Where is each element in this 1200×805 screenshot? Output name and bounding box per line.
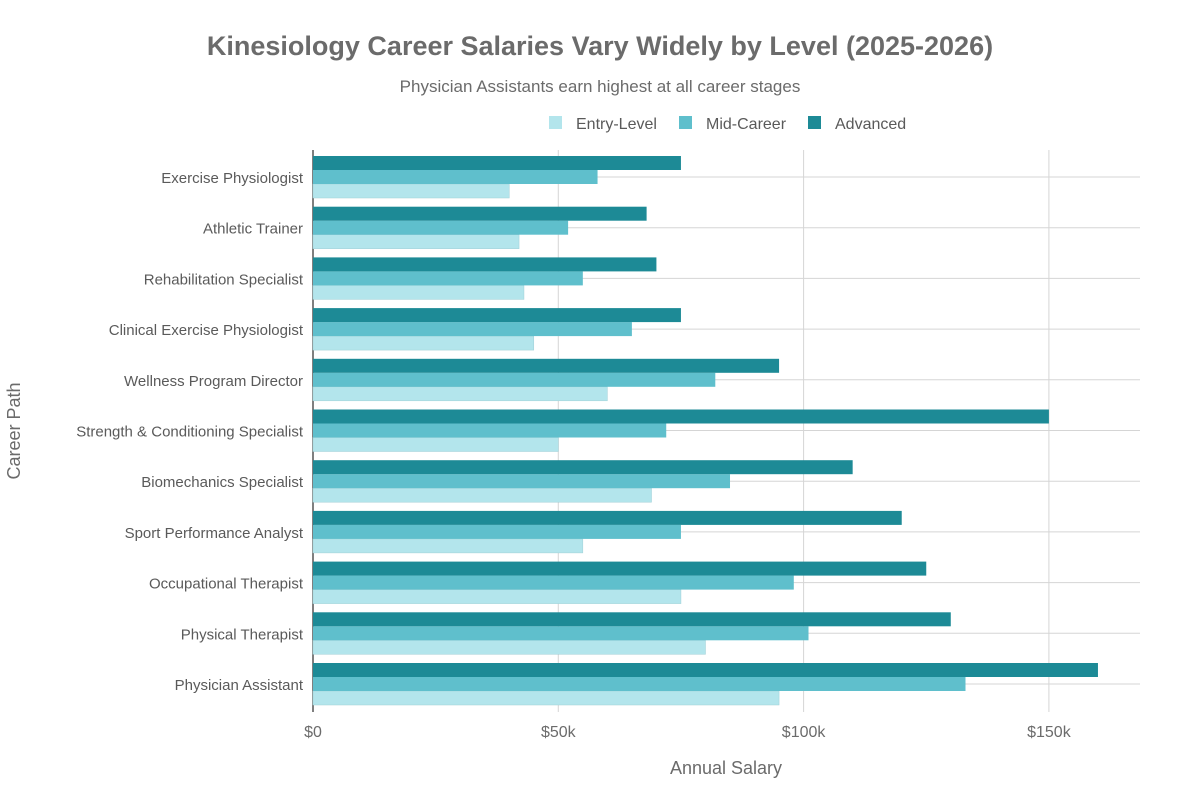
- bar-entry-level: [312, 690, 780, 706]
- chart-subtitle: Physician Assistants earn highest at all…: [400, 77, 801, 96]
- chart-title: Kinesiology Career Salaries Vary Widely …: [207, 31, 993, 61]
- legend-swatch: [808, 116, 821, 129]
- x-tick-label: $50k: [541, 724, 577, 741]
- bar-mid-career: [313, 575, 794, 590]
- category-label: Physician Assistant: [175, 677, 304, 694]
- bar-entry-level: [312, 487, 652, 503]
- category-label: Physical Therapist: [181, 626, 304, 643]
- category-label: Wellness Program Director: [124, 373, 303, 390]
- legend-label: Advanced: [835, 116, 906, 133]
- bar-entry-level: [312, 335, 535, 351]
- bar-advanced: [313, 156, 681, 170]
- bar-advanced: [313, 460, 853, 475]
- bar-mid-career: [313, 626, 809, 641]
- bar-mid-career: [313, 423, 667, 438]
- bar-advanced: [313, 206, 647, 221]
- category-label: Rehabilitation Specialist: [144, 271, 304, 288]
- bar-advanced: [313, 409, 1049, 424]
- bar-entry-level: [312, 234, 520, 249]
- bar-mid-career: [313, 677, 966, 691]
- legend-swatch: [679, 116, 692, 129]
- bar-mid-career: [313, 322, 632, 337]
- bar-advanced: [313, 561, 927, 576]
- bar-entry-level: [312, 437, 559, 452]
- category-label: Athletic Trainer: [203, 221, 303, 238]
- bar-advanced: [313, 510, 902, 525]
- legend-label: Entry-Level: [576, 116, 657, 133]
- bar-advanced: [313, 358, 780, 373]
- category-label: Sport Performance Analyst: [125, 525, 304, 542]
- bar-entry-level: [312, 640, 706, 655]
- category-label: Occupational Therapist: [149, 576, 304, 593]
- bar-mid-career: [313, 372, 716, 387]
- bar-entry-level: [312, 386, 608, 402]
- legend-swatch: [549, 116, 562, 129]
- bar-mid-career: [313, 220, 569, 235]
- category-label: Exercise Physiologist: [161, 170, 304, 187]
- category-label: Strength & Conditioning Specialist: [76, 424, 304, 441]
- category-label: Biomechanics Specialist: [141, 474, 304, 491]
- x-tick-label: $150k: [1027, 724, 1072, 741]
- y-axis-label: Career Path: [4, 382, 24, 479]
- bar-entry-level: [312, 589, 682, 604]
- bar-entry-level: [312, 285, 525, 300]
- legend-label: Mid-Career: [706, 116, 787, 133]
- bar-mid-career: [313, 170, 598, 184]
- bar-mid-career: [313, 474, 731, 489]
- category-label: Clinical Exercise Physiologist: [109, 322, 304, 339]
- x-axis-label: Annual Salary: [670, 758, 782, 778]
- bar-advanced: [313, 612, 951, 627]
- bar-advanced: [313, 663, 1098, 677]
- x-tick-label: $100k: [782, 724, 827, 741]
- bar-advanced: [313, 257, 657, 272]
- bar-mid-career: [313, 524, 681, 539]
- bar-entry-level: [312, 183, 510, 199]
- bar-entry-level: [312, 538, 584, 554]
- x-tick-label: $0: [304, 724, 322, 741]
- bar-mid-career: [313, 271, 583, 286]
- bar-advanced: [313, 308, 681, 323]
